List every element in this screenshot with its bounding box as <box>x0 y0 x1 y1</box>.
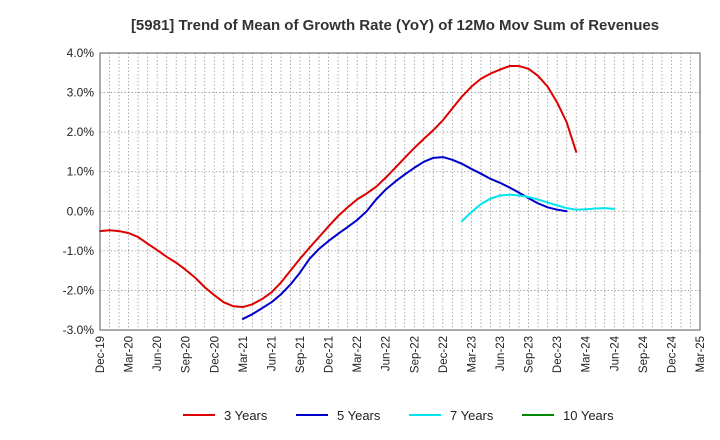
x-tick-label: Dec-23 <box>552 336 564 373</box>
x-tick-label: Dec-21 <box>324 336 336 373</box>
y-tick-label: 2.0% <box>67 125 95 139</box>
x-tick-label: Sep-21 <box>295 336 307 373</box>
plot-frame <box>99 52 701 331</box>
y-axis-ticks: 4.0% 3.0% 2.0% 1.0% 0.0% -1.0% -2.0% -3.0% <box>63 46 95 337</box>
y-tick-label: -1.0% <box>63 244 95 258</box>
legend-label: 10 Years <box>563 408 614 423</box>
x-tick-label: Dec-22 <box>438 336 450 373</box>
x-tick-label: Jun-23 <box>495 336 507 371</box>
grid <box>99 52 701 331</box>
y-tick-label: 3.0% <box>67 86 95 100</box>
series-line-5-years <box>241 156 568 320</box>
y-tick-label: -3.0% <box>63 323 95 337</box>
y-tick-label: 0.0% <box>67 204 95 218</box>
x-tick-label: Jun-22 <box>381 336 393 371</box>
x-tick-label: Jun-24 <box>609 335 621 371</box>
x-tick-label: Sep-20 <box>181 336 193 373</box>
x-axis-ticks: Dec-19 Mar-20 Jun-20 Sep-20 Dec-20 Mar-21 Jun-… <box>95 335 707 373</box>
x-tick-label: Sep-24 <box>638 335 650 373</box>
series-line-7-years <box>460 193 616 223</box>
x-tick-label: Dec-20 <box>209 336 221 373</box>
y-tick-label: 1.0% <box>67 165 95 179</box>
legend-label: 7 Years <box>450 408 494 423</box>
y-tick-label: 4.0% <box>67 46 95 60</box>
x-tick-label: Sep-22 <box>409 336 421 373</box>
x-tick-label: Mar-23 <box>466 336 478 372</box>
x-tick-label: Jun-20 <box>152 336 164 371</box>
x-tick-label: Dec-19 <box>95 336 107 373</box>
legend-label: 3 Years <box>224 408 268 423</box>
x-tick-label: Mar-21 <box>238 336 250 372</box>
x-tick-label: Mar-25 <box>695 336 707 372</box>
legend-label: 5 Years <box>337 408 381 423</box>
y-tick-label: -2.0% <box>63 283 95 297</box>
x-tick-label: Dec-24 <box>666 335 678 373</box>
series-line-3-years <box>99 65 578 309</box>
x-tick-label: Mar-22 <box>352 336 364 372</box>
chart-title: [5981] Trend of Mean of Growth Rate (YoY… <box>131 17 659 34</box>
series-lines <box>99 65 616 320</box>
x-tick-label: Jun-21 <box>266 336 278 371</box>
x-tick-label: Mar-24 <box>581 335 593 372</box>
x-tick-label: Mar-20 <box>124 336 136 372</box>
legend: 3 Years 5 Years 7 Years 10 Years <box>183 408 614 423</box>
x-tick-label: Sep-23 <box>524 336 536 373</box>
